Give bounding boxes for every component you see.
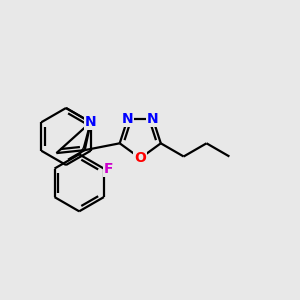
- Text: O: O: [134, 151, 146, 165]
- Text: F: F: [103, 162, 113, 176]
- Text: N: N: [147, 112, 159, 126]
- Text: N: N: [85, 115, 97, 129]
- Text: N: N: [122, 112, 134, 126]
